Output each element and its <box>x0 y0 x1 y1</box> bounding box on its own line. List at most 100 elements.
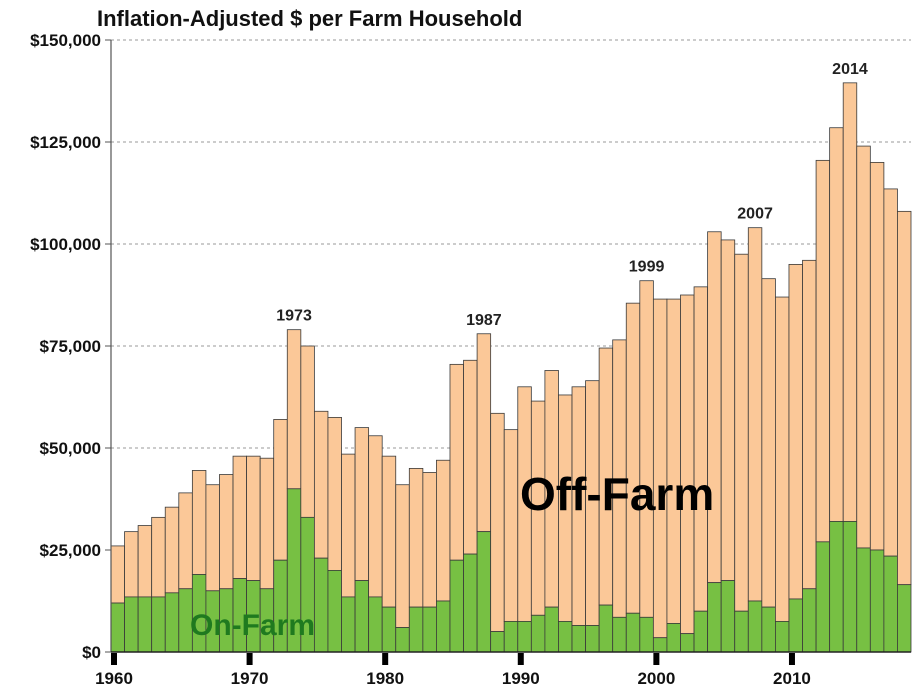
bar-off-farm <box>734 253 749 612</box>
bar-off-farm <box>761 278 776 608</box>
bar-off-farm <box>463 359 478 555</box>
y-tick-label: $75,000 <box>40 337 101 356</box>
y-tick-label: $0 <box>82 643 101 662</box>
bar-on-farm <box>585 625 600 653</box>
bar-on-farm <box>666 623 681 653</box>
bar-off-farm <box>625 302 641 614</box>
bar-off-farm <box>273 419 288 561</box>
bar-off-farm <box>476 333 492 533</box>
bar-off-farm <box>327 416 342 571</box>
bar-on-farm <box>883 555 898 653</box>
bar-on-farm <box>598 604 614 653</box>
bar-off-farm <box>191 470 207 575</box>
bar-on-farm <box>639 616 654 653</box>
bar-on-farm <box>693 610 709 653</box>
bar-off-farm <box>368 435 383 598</box>
bar-off-farm <box>829 127 844 522</box>
bar-on-farm <box>354 580 370 653</box>
peak-year-annotation: 1987 <box>466 312 502 329</box>
bar-on-farm <box>381 606 397 653</box>
bar-off-farm <box>178 492 193 590</box>
bar-off-farm <box>164 506 180 594</box>
bar-off-farm <box>137 525 153 598</box>
bar-on-farm <box>476 531 492 653</box>
bar-off-farm <box>897 210 912 586</box>
bar-off-farm <box>436 459 451 602</box>
bar-off-farm <box>381 455 397 608</box>
bar-on-farm <box>775 621 790 653</box>
bar-on-farm <box>652 637 668 653</box>
bar-on-farm <box>517 621 532 653</box>
bar-on-farm <box>503 621 519 653</box>
bar-off-farm <box>408 467 424 608</box>
bar-off-farm <box>815 159 831 543</box>
bar-on-farm <box>463 553 478 653</box>
bar-on-farm <box>368 596 383 653</box>
bar-on-farm <box>856 547 871 653</box>
x-tick-label: 2000 <box>637 669 675 688</box>
bar-off-farm <box>666 298 681 624</box>
y-tick-label: $125,000 <box>30 133 101 152</box>
bar-on-farm <box>164 592 180 653</box>
bar-off-farm <box>747 227 763 602</box>
bar-on-farm <box>842 521 858 653</box>
x-tick-label: 2010 <box>773 669 811 688</box>
y-tick-label: $25,000 <box>40 541 101 560</box>
bar-off-farm <box>490 412 505 633</box>
bar-off-farm <box>802 259 817 590</box>
bar-on-farm <box>124 596 139 653</box>
bar-off-farm <box>259 457 275 590</box>
annotations: 1973 1987 1999 2007 2014 <box>276 61 868 329</box>
bar-off-farm <box>856 145 871 549</box>
bar-on-farm <box>449 559 464 653</box>
bar-off-farm <box>286 329 302 490</box>
bar-off-farm <box>788 263 803 600</box>
bar-off-farm <box>205 484 220 592</box>
bar-on-farm <box>829 521 844 653</box>
peak-year-annotation: 2014 <box>832 61 868 78</box>
bar-off-farm <box>449 363 464 561</box>
bar-on-farm <box>680 633 695 653</box>
y-tick-label: $150,000 <box>30 31 101 50</box>
bar-off-farm <box>883 188 898 557</box>
x-tick-mark <box>517 653 524 665</box>
bar-off-farm <box>151 516 166 598</box>
on-farm-series-label: On-Farm <box>190 609 315 642</box>
bars <box>110 82 912 653</box>
bar-on-farm <box>747 600 763 653</box>
bar-on-farm <box>869 549 885 653</box>
x-tick-mark <box>788 653 795 665</box>
bar-on-farm <box>897 584 912 653</box>
peak-year-annotation: 1999 <box>629 259 665 276</box>
bar-off-farm <box>842 82 858 522</box>
bar-off-farm <box>395 484 410 628</box>
x-tick-label: 1990 <box>502 669 540 688</box>
axes: $0 $25,000 $50,000 $75,000 $100,000 $125,000 $… <box>30 31 911 688</box>
bar-off-farm <box>110 545 125 604</box>
bar-on-farm <box>327 570 342 653</box>
bar-on-farm <box>761 606 776 653</box>
bar-on-farm <box>395 627 410 653</box>
bar-on-farm <box>422 606 437 653</box>
off-farm-series-label: Off-Farm <box>520 468 714 520</box>
bar-off-farm <box>707 231 722 584</box>
x-tick-mark <box>382 653 389 665</box>
bar-on-farm <box>571 625 586 653</box>
bar-off-farm <box>219 474 234 590</box>
bar-off-farm <box>775 296 790 622</box>
peak-year-annotation: 2007 <box>737 206 773 223</box>
x-tick-label: 1970 <box>231 669 269 688</box>
bar-off-farm <box>869 161 885 551</box>
y-tick-label: $50,000 <box>40 439 101 458</box>
x-tick-label: 1980 <box>366 669 404 688</box>
bar-off-farm <box>639 280 654 618</box>
bar-on-farm <box>802 588 817 653</box>
x-tick-label: 1960 <box>95 669 133 688</box>
bar-on-farm <box>490 631 505 653</box>
bar-on-farm <box>110 602 125 653</box>
bar-off-farm <box>246 455 261 582</box>
x-tick-mark <box>653 653 660 665</box>
bar-on-farm <box>436 600 451 653</box>
bar-on-farm <box>558 621 573 653</box>
